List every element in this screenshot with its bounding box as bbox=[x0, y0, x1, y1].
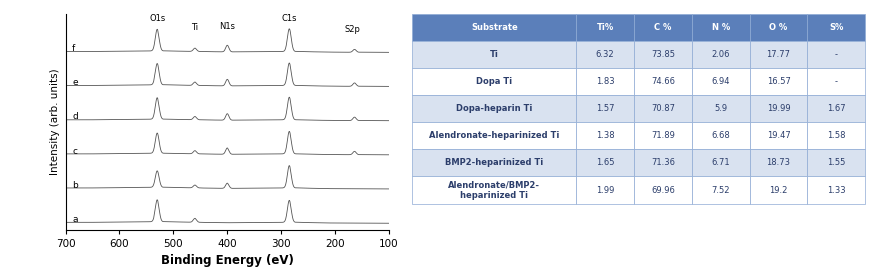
Text: a: a bbox=[72, 215, 78, 224]
Text: e: e bbox=[72, 78, 78, 87]
Text: N1s: N1s bbox=[219, 22, 235, 31]
Text: f: f bbox=[72, 44, 75, 53]
Text: C1s: C1s bbox=[281, 14, 297, 23]
Text: c: c bbox=[72, 147, 77, 156]
Text: Ti: Ti bbox=[191, 23, 198, 32]
Text: d: d bbox=[72, 113, 78, 122]
X-axis label: Binding Energy (eV): Binding Energy (eV) bbox=[161, 254, 294, 267]
Text: S2p: S2p bbox=[344, 25, 360, 34]
Y-axis label: Intensity (arb. units): Intensity (arb. units) bbox=[50, 68, 60, 175]
Text: O1s: O1s bbox=[149, 14, 165, 23]
Text: b: b bbox=[72, 181, 78, 190]
